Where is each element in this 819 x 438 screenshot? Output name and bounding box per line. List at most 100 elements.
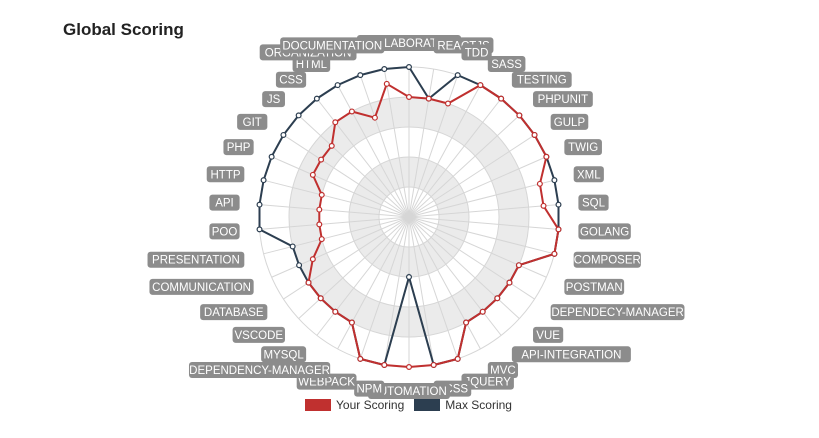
grid-spoke [359,216,410,360]
legend-item-max[interactable]: Max Scoring [414,398,512,412]
category-labels: COLLABORATIONREACTJSTDDSASSTESTINGPHPUNI… [147,35,685,399]
point-your-phpunit [516,112,523,119]
point-your-sass [477,82,484,89]
point-your-scss [430,361,437,368]
grid-spoke [408,115,520,218]
point-your-dependecy-manager [506,279,513,286]
category-label-text: PHP [227,142,251,154]
grid-spoke [283,216,410,300]
category-label-api-integration: API-INTEGRATION [511,346,631,363]
point-your-organization [371,114,378,121]
grid-spoke [408,216,459,360]
grid-spoke [263,216,410,255]
category-label-git: GIT [237,113,268,130]
category-label-text: PRESENTATION [152,255,240,267]
category-label-text: TESTING [517,75,567,87]
grid-spoke [408,216,535,300]
grid-spoke [298,216,410,319]
point-your-twig [543,153,550,160]
category-label-text: JQUERY [464,377,511,389]
grid-spoke [337,216,410,350]
legend-item-your[interactable]: Your Scoring [305,398,404,412]
point-max-git [280,131,287,138]
category-label-text: GOLANG [580,226,629,238]
legend-label-max: Max Scoring [445,398,512,412]
point-max-communication [296,262,303,269]
category-label-http: HTTP [206,166,245,183]
point-max-presentation [289,243,296,250]
point-your-automation [406,364,413,371]
point-your-js [328,142,335,149]
grid-spoke [283,134,410,218]
category-label-testing: TESTING [511,71,572,88]
point-your-dependency-manager [348,319,355,326]
point-max-html [334,82,341,89]
grid-spoke [408,156,547,218]
point-max-tdd [454,72,461,79]
series-layer [256,63,562,371]
category-label-text: COMMUNICATION [152,282,251,294]
grid-spoke [408,216,555,255]
grid-spoke [408,216,502,336]
category-label-text: API [215,198,234,210]
category-label-text: VUE [536,330,560,342]
point-your-postman [515,262,522,269]
grid-spoke [408,216,520,319]
point-your-api-integration [479,308,486,315]
category-label-text: VSCODE [234,330,283,342]
category-label-text: HTTP [211,169,241,181]
legend-swatch-your [305,399,331,411]
legend-label-your: Your Scoring [336,398,405,412]
point-your-golang [555,226,562,233]
grid-spoke [408,179,555,218]
point-your-vscode [317,295,324,302]
category-label-text: DEPENDECY-MANAGER [551,307,684,319]
category-label-npm: NPM [354,380,385,397]
category-label-golang: GOLANG [578,223,631,240]
category-label-css: CSS [275,71,307,88]
grid-spoke [408,134,535,218]
category-label-automation: AUTOMATION [368,383,450,399]
category-label-dependency-manager: DEPENDENCY-MANAGER [188,362,331,379]
category-label-twig: TWIG [564,139,602,156]
point-your-php [309,171,316,178]
point-your-database [305,279,312,286]
point-your-reactjs [425,95,432,102]
point-your-jquery [454,355,461,362]
category-label-poo: POO [209,223,240,240]
point-your-gulp [531,131,538,138]
chart-legend: Your Scoring Max Scoring [305,398,512,412]
category-label-text: API-INTEGRATION [521,349,621,361]
category-label-text: JS [267,94,281,106]
category-label-composer: COMPOSER [573,251,641,268]
category-label-text: GIT [243,117,262,129]
point-your-webpack [357,355,364,362]
radar-grid [258,66,560,368]
point-your-composer [551,250,558,257]
point-your-poo [316,221,323,228]
point-your-sql [540,202,547,209]
category-label-text: COMPOSER [574,255,641,267]
grid-spoke [408,216,481,350]
point-your-html [348,108,355,115]
category-label-text: AUTOMATION [371,386,447,398]
grid-spoke [359,74,410,218]
grid-spoke [298,115,410,218]
category-label-text: SQL [582,198,606,210]
grid-spoke [259,216,410,230]
category-label-text: POO [212,226,238,238]
grid-spoke [271,216,410,278]
category-label-text: POSTMAN [566,282,623,294]
category-label-xml: XML [573,166,604,183]
category-label-mysql: MYSQL [261,346,307,363]
category-label-text: TDD [465,47,489,59]
grid-spoke [271,156,410,218]
point-max-js [295,112,302,119]
point-your-documentation [383,80,390,87]
category-label-api: API [209,194,240,211]
point-max-xml [551,177,558,184]
category-label-gulp: GULP [550,113,589,130]
category-label-communication: COMMUNICATION [149,278,254,295]
chart-title: Global Scoring [63,20,184,39]
